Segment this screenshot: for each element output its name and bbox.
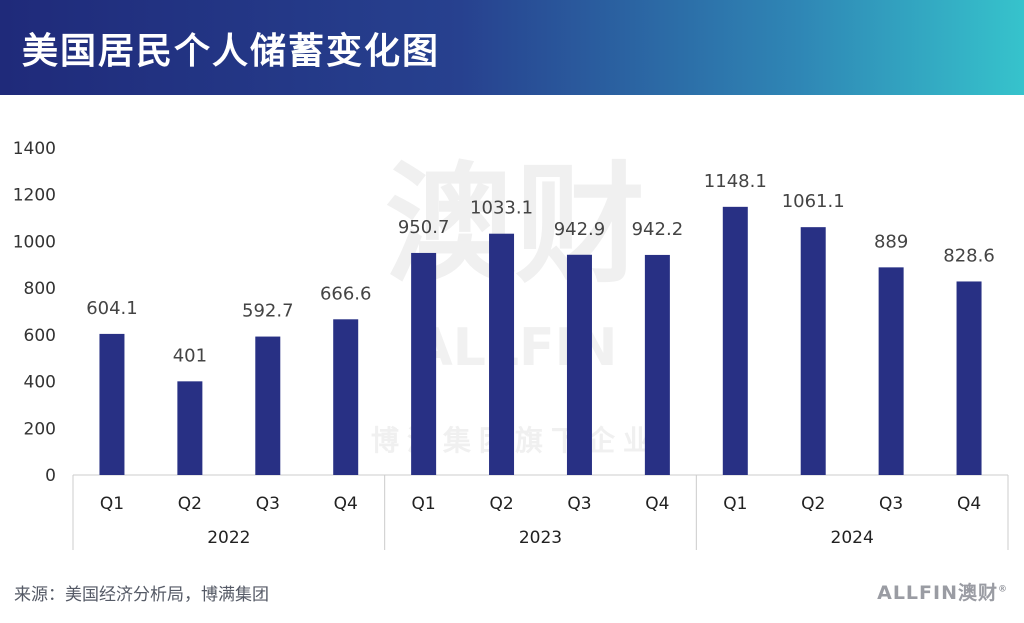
- x-tick-label: Q1: [412, 494, 436, 514]
- x-tick-label: Q4: [645, 494, 669, 514]
- group-label: 2023: [519, 528, 562, 548]
- bar-chart: 0 200 400 600 800 1000 1200 1400 604.1 Q1 401 Q2 592…: [13, 139, 1009, 550]
- x-tick-label: Q1: [100, 494, 124, 514]
- x-tick-label: Q2: [801, 494, 825, 514]
- bar: [722, 206, 748, 475]
- x-tick-label: Q1: [723, 494, 747, 514]
- y-tick-label: 400: [24, 373, 56, 393]
- y-tick-label: 0: [45, 466, 56, 486]
- data-label: 1061.1: [782, 191, 845, 212]
- bar: [956, 281, 982, 475]
- data-label: 604.1: [86, 298, 138, 319]
- y-tick-label: 1400: [13, 139, 56, 159]
- y-tick-label: 1200: [13, 186, 56, 206]
- bar: [255, 336, 281, 475]
- data-label: 401: [173, 345, 207, 366]
- y-tick-label: 800: [24, 279, 56, 299]
- x-tick-label: Q3: [879, 494, 903, 514]
- x-tick-label: Q3: [256, 494, 280, 514]
- y-tick-label: 600: [24, 326, 56, 346]
- x-tick-label: Q2: [489, 494, 513, 514]
- group-label: 2022: [207, 528, 250, 548]
- x-tick-label: Q3: [567, 494, 591, 514]
- data-label: 592.7: [242, 301, 294, 322]
- x-tick-label: Q4: [957, 494, 981, 514]
- data-label: 666.6: [320, 283, 372, 304]
- registered-mark: ®: [998, 584, 1008, 595]
- data-label: 942.9: [554, 219, 606, 240]
- data-label: 1033.1: [470, 198, 533, 219]
- bar: [489, 233, 515, 475]
- group-label: 2024: [831, 528, 874, 548]
- footer-logo-text: ALLFIN澳财: [877, 582, 998, 604]
- bar: [878, 267, 904, 475]
- data-label: 1148.1: [704, 171, 767, 192]
- bar: [566, 254, 592, 475]
- bar: [411, 252, 437, 475]
- header-banner: 美国居民个人储蓄变化图: [0, 0, 1024, 95]
- bar: [644, 254, 670, 475]
- bar: [333, 319, 359, 475]
- y-tick-label: 200: [24, 419, 56, 439]
- bar: [99, 333, 125, 475]
- data-label: 828.6: [943, 245, 995, 266]
- x-tick-label: Q2: [178, 494, 202, 514]
- data-label: 889: [874, 231, 908, 252]
- page-title: 美国居民个人储蓄变化图: [22, 31, 441, 72]
- y-tick-label: 1000: [13, 232, 56, 252]
- bar: [177, 381, 203, 475]
- x-tick-label: Q4: [334, 494, 358, 514]
- bar: [800, 227, 826, 475]
- footer-logo: ALLFIN澳财®: [877, 578, 1008, 605]
- data-label: 942.2: [632, 219, 684, 240]
- data-label: 950.7: [398, 217, 450, 238]
- source-note: 来源：美国经济分析局，博满集团: [14, 585, 269, 605]
